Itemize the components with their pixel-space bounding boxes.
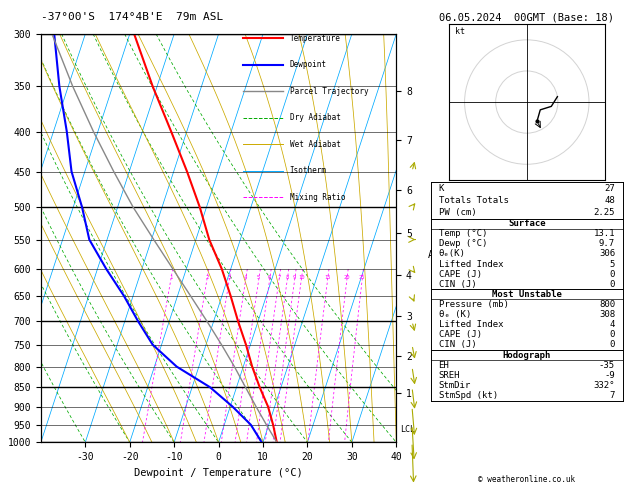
Text: 13.1: 13.1 <box>594 229 615 238</box>
Text: 15: 15 <box>325 275 331 280</box>
Text: Isotherm: Isotherm <box>289 166 326 175</box>
Text: Totals Totals: Totals Totals <box>438 196 508 205</box>
Text: StmSpd (kt): StmSpd (kt) <box>438 391 498 400</box>
Text: Temperature: Temperature <box>289 34 340 43</box>
Text: 9: 9 <box>293 275 296 280</box>
Text: 20: 20 <box>343 275 350 280</box>
Text: CIN (J): CIN (J) <box>438 340 476 349</box>
Text: Most Unstable: Most Unstable <box>492 290 562 299</box>
Text: Dewpoint: Dewpoint <box>289 60 326 69</box>
X-axis label: Dewpoint / Temperature (°C): Dewpoint / Temperature (°C) <box>134 468 303 478</box>
Text: 9.7: 9.7 <box>599 240 615 248</box>
Text: 10: 10 <box>298 275 304 280</box>
Text: 800: 800 <box>599 300 615 309</box>
Text: Pressure (mb): Pressure (mb) <box>438 300 508 309</box>
Text: CIN (J): CIN (J) <box>438 279 476 289</box>
Text: -37°00'S  174°4B'E  79m ASL: -37°00'S 174°4B'E 79m ASL <box>41 12 223 22</box>
Text: Dry Adiabat: Dry Adiabat <box>289 113 340 122</box>
Text: 0: 0 <box>610 270 615 278</box>
Text: 27: 27 <box>604 184 615 193</box>
Text: 48: 48 <box>604 196 615 205</box>
Text: 1: 1 <box>169 275 172 280</box>
Text: Surface: Surface <box>508 219 545 228</box>
Text: 0: 0 <box>610 340 615 349</box>
Text: Wet Adiabat: Wet Adiabat <box>289 140 340 149</box>
Text: Mixing Ratio: Mixing Ratio <box>289 193 345 202</box>
Text: 0: 0 <box>610 330 615 339</box>
Text: 0: 0 <box>610 279 615 289</box>
Text: © weatheronline.co.uk: © weatheronline.co.uk <box>478 474 576 484</box>
Text: 7: 7 <box>277 275 281 280</box>
Text: kt: kt <box>455 27 465 35</box>
Text: 308: 308 <box>599 310 615 319</box>
Text: 7: 7 <box>610 391 615 400</box>
Text: StmDir: StmDir <box>438 381 470 390</box>
Text: θₑ (K): θₑ (K) <box>438 310 470 319</box>
Text: 5: 5 <box>257 275 260 280</box>
Text: 6: 6 <box>268 275 271 280</box>
Text: θₑ(K): θₑ(K) <box>438 249 465 259</box>
Text: Lifted Index: Lifted Index <box>438 320 503 329</box>
Text: 2.25: 2.25 <box>594 208 615 217</box>
Text: Hodograph: Hodograph <box>503 350 551 360</box>
Text: 3: 3 <box>228 275 231 280</box>
Text: -35: -35 <box>599 361 615 370</box>
Text: 306: 306 <box>599 249 615 259</box>
Text: SREH: SREH <box>438 371 460 380</box>
Text: CAPE (J): CAPE (J) <box>438 270 482 278</box>
Text: 06.05.2024  00GMT (Base: 18): 06.05.2024 00GMT (Base: 18) <box>439 12 615 22</box>
Text: 4: 4 <box>244 275 247 280</box>
Text: 332°: 332° <box>594 381 615 390</box>
Text: 2: 2 <box>205 275 208 280</box>
Text: 5: 5 <box>610 260 615 268</box>
Text: LCL: LCL <box>401 425 415 434</box>
Text: Lifted Index: Lifted Index <box>438 260 503 268</box>
Text: PW (cm): PW (cm) <box>438 208 476 217</box>
Text: 8: 8 <box>286 275 289 280</box>
Text: Dewp (°C): Dewp (°C) <box>438 240 487 248</box>
Text: Temp (°C): Temp (°C) <box>438 229 487 238</box>
Text: CAPE (J): CAPE (J) <box>438 330 482 339</box>
Text: EH: EH <box>438 361 449 370</box>
Y-axis label: km
ASL: km ASL <box>428 238 446 260</box>
Text: K: K <box>438 184 444 193</box>
Y-axis label: hPa: hPa <box>0 228 2 248</box>
Text: Parcel Trajectory: Parcel Trajectory <box>289 87 368 96</box>
Text: 4: 4 <box>610 320 615 329</box>
Text: 25: 25 <box>359 275 365 280</box>
Text: -9: -9 <box>604 371 615 380</box>
